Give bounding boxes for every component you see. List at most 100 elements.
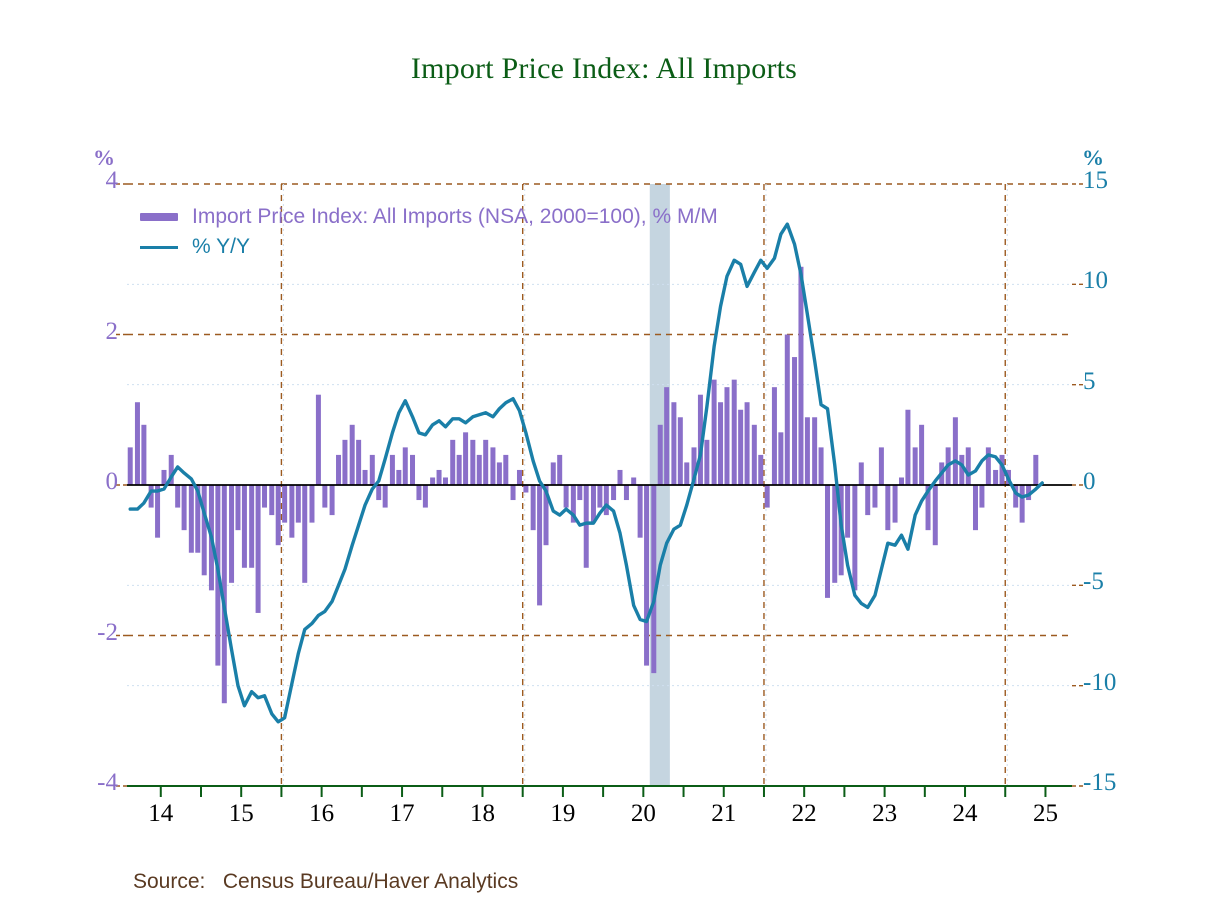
legend-line-swatch-icon (140, 245, 178, 249)
right-axis-tick-label: -10 (1083, 668, 1117, 696)
bar-mm (369, 454, 375, 485)
bar-mm (262, 485, 268, 508)
bar-mm (590, 485, 596, 523)
bar-mm (315, 394, 321, 485)
bar-mm (999, 454, 1005, 485)
legend-item-label: % Y/Y (192, 235, 250, 258)
bar-mm (865, 485, 871, 516)
chart-legend: Import Price Index: All Imports (NSA, 20… (140, 202, 718, 262)
bar-mm (583, 485, 589, 568)
bar-mm (1019, 485, 1025, 523)
bar-mm (255, 485, 261, 613)
bar-mm (523, 485, 529, 493)
bar-mm (141, 424, 147, 485)
bar-mm (382, 485, 388, 508)
bar-mm (677, 417, 683, 485)
bar-mm (134, 402, 140, 485)
bar-mm (422, 485, 428, 508)
bar-mm (738, 409, 744, 485)
bar-mm (503, 454, 509, 485)
bar-mm (758, 454, 764, 485)
left-axis-tick-label: 4 (105, 167, 119, 194)
bar-mm (127, 447, 133, 485)
x-axis-tick-label: 23 (872, 800, 898, 827)
bar-mm (356, 439, 362, 485)
bar-mm (751, 424, 757, 485)
bar-mm (852, 485, 858, 591)
bar-mm (349, 424, 355, 485)
bar-mm (684, 462, 690, 485)
bar-mm (664, 387, 670, 485)
bar-mm (912, 447, 918, 485)
bar-mm (181, 485, 187, 531)
bar-mm (792, 357, 798, 485)
bar-mm (195, 485, 201, 553)
bar-mm (155, 485, 161, 538)
bar-mm (657, 424, 663, 485)
bar-mm (470, 439, 476, 485)
bar-mm (925, 485, 931, 531)
bar-mm (932, 485, 938, 546)
bar-mm (798, 266, 804, 485)
bar-mm (965, 447, 971, 485)
bar-mm (804, 417, 810, 485)
bar-mm (463, 432, 469, 485)
x-axis-tick-label: 16 (309, 800, 335, 827)
bar-mm (161, 469, 167, 485)
bar-mm (905, 409, 911, 485)
bar-mm (764, 485, 770, 508)
right-axis-tick-label: -5 (1083, 568, 1104, 596)
bar-mm (623, 485, 629, 501)
left-axis-unit: % (93, 145, 115, 170)
bar-mm (845, 485, 851, 538)
bar-mm (724, 387, 730, 485)
bar-mm (711, 379, 717, 485)
bar-mm (148, 485, 154, 508)
bar-mm (1026, 485, 1032, 501)
right-axis-tick-label: 15 (1083, 167, 1108, 194)
bar-mm (563, 485, 569, 508)
bar-mm (376, 485, 382, 501)
bar-mm (302, 485, 308, 583)
x-axis-tick-label: 22 (791, 800, 817, 827)
bar-mm (1013, 485, 1019, 508)
bar-mm (530, 485, 536, 531)
bar-mm (235, 485, 241, 531)
bar-mm (450, 439, 456, 485)
bar-mm (985, 447, 991, 485)
bar-mm (818, 447, 824, 485)
bar-mm (885, 485, 891, 531)
bar-mm (784, 334, 790, 485)
bar-mm (611, 485, 617, 501)
left-axis-tick-label: -4 (97, 769, 118, 796)
bar-mm (389, 454, 395, 485)
bar-mm (993, 469, 999, 485)
bar-mm (416, 485, 422, 501)
bar-mm (617, 469, 623, 485)
bar-mm (476, 454, 482, 485)
legend-item-bars: Import Price Index: All Imports (NSA, 20… (140, 202, 718, 232)
bar-mm (858, 462, 864, 485)
bar-mm (557, 454, 563, 485)
x-axis-tick-label: 20 (630, 800, 656, 827)
bar-mm (342, 439, 348, 485)
bar-mm (577, 485, 583, 501)
x-axis-tick-label: 18 (469, 800, 495, 827)
bar-mm (570, 485, 576, 523)
bar-mm (436, 469, 442, 485)
bar-mm (771, 387, 777, 485)
x-axis-tick-label: 17 (389, 800, 415, 827)
bar-mm (1033, 454, 1039, 485)
bar-mm (878, 447, 884, 485)
bar-mm (241, 485, 247, 568)
bar-mm (329, 485, 335, 516)
bar-mm (201, 485, 207, 576)
bar-mm (456, 454, 462, 485)
bar-mm (979, 485, 985, 508)
right-axis-tick-label: -15 (1083, 769, 1117, 796)
bar-mm (952, 417, 958, 485)
bar-mm (543, 485, 549, 546)
bar-mm (972, 485, 978, 531)
